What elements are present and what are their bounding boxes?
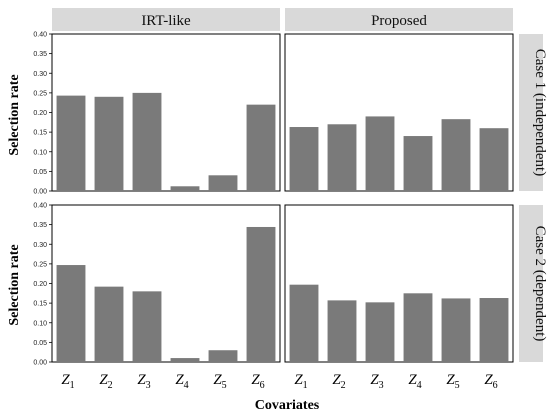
category-label-z2: Z2 (99, 372, 112, 391)
panel-frame (284, 204, 514, 363)
y-tick-label: 0.35 (33, 51, 47, 58)
bar-z2 (94, 286, 124, 362)
y-tick-label: 0.35 (33, 222, 47, 229)
y-tick-label: 0.25 (33, 261, 47, 268)
y-tick-label: 0.10 (33, 149, 47, 156)
y-tick-label: 0.25 (33, 90, 47, 97)
bar-z1 (56, 265, 86, 362)
bar-z6 (479, 298, 509, 362)
bar-z2 (94, 96, 124, 191)
column-strip-label-proposed: Proposed (371, 13, 427, 29)
column-strip-label-irt-like: IRT-like (141, 13, 191, 29)
category-label-z1: Z1 (294, 372, 307, 391)
category-label-z3: Z3 (370, 372, 383, 391)
bar-z6 (246, 104, 276, 191)
bar-z6 (479, 128, 509, 191)
category-label-z4: Z4 (408, 372, 421, 391)
panel-case-1-independent-irt-like: 0.00 0.05 0.10 0.15 0.20 0.25 0.30 0.35 0.40 (33, 32, 281, 196)
bar-z5 (208, 175, 238, 191)
row-strip-case-2-dependent (519, 205, 543, 362)
bar-z4 (403, 293, 433, 362)
y-tick-label: 0.15 (33, 301, 47, 308)
y-tick-label: 0.30 (33, 71, 47, 78)
row-strip-label-case-2-dependent: Case 2 (dependent) (532, 226, 548, 342)
y-tick-label: 0.00 (33, 189, 47, 196)
category-label-z4: Z4 (175, 372, 188, 391)
y-tick-label: 0.00 (33, 360, 47, 367)
bar-z5 (441, 298, 471, 362)
y-tick-label: 0.05 (33, 340, 47, 347)
panel-frame (51, 204, 281, 363)
category-label-z6: Z6 (251, 372, 264, 391)
bar-z5 (441, 119, 471, 191)
bar-z3 (132, 92, 162, 192)
bar-z1 (56, 95, 86, 191)
row-strip-case-1-independent (519, 34, 543, 191)
bar-z4 (403, 136, 433, 191)
bar-z2 (327, 300, 357, 362)
bar-z4 (170, 358, 200, 362)
bar-z6 (246, 226, 276, 362)
x-axis-title: Covariates (255, 398, 320, 413)
y-tick-label: 0.40 (33, 32, 47, 39)
panel-frame (284, 33, 514, 192)
bar-z3 (365, 302, 395, 362)
panel-case-2-dependent-proposed: Z1 Z2 Z3 Z4 Z5 Z6 (284, 204, 514, 391)
row-strip-label-case-1-independent: Case 1 (independent) (532, 49, 548, 176)
panel-frame (51, 33, 281, 192)
category-label-z3: Z3 (137, 372, 150, 391)
y-axis-title-case-2: Selection rate (7, 244, 22, 325)
y-tick-label: 0.15 (33, 130, 47, 137)
y-tick-label: 0.05 (33, 169, 47, 176)
category-label-z5: Z5 (446, 372, 459, 391)
y-tick-label: 0.20 (33, 110, 47, 117)
category-label-z5: Z5 (213, 372, 226, 391)
bar-z1 (289, 284, 319, 362)
y-tick-label: 0.30 (33, 242, 47, 249)
y-tick-label: 0.10 (33, 320, 47, 327)
bar-z5 (208, 350, 238, 362)
y-tick-label: 0.20 (33, 281, 47, 288)
bar-z4 (170, 186, 200, 191)
y-tick-label: 0.40 (33, 203, 47, 210)
bar-z3 (132, 291, 162, 362)
bar-z1 (289, 127, 319, 191)
column-strip-proposed (285, 8, 513, 31)
panel-case-1-independent-proposed (284, 33, 514, 192)
column-strip-irt-like (52, 8, 280, 31)
y-axis-title-case-1: Selection rate (7, 74, 22, 155)
panel-case-2-dependent-irt-like: 0.00 0.05 0.10 0.15 0.20 0.25 0.30 0.35 0.40 Z1 Z2… (33, 203, 281, 391)
bar-z2 (327, 124, 357, 191)
bar-z3 (365, 116, 395, 191)
category-label-z2: Z2 (332, 372, 345, 391)
category-label-z6: Z6 (484, 372, 497, 391)
category-label-z1: Z1 (61, 372, 74, 391)
